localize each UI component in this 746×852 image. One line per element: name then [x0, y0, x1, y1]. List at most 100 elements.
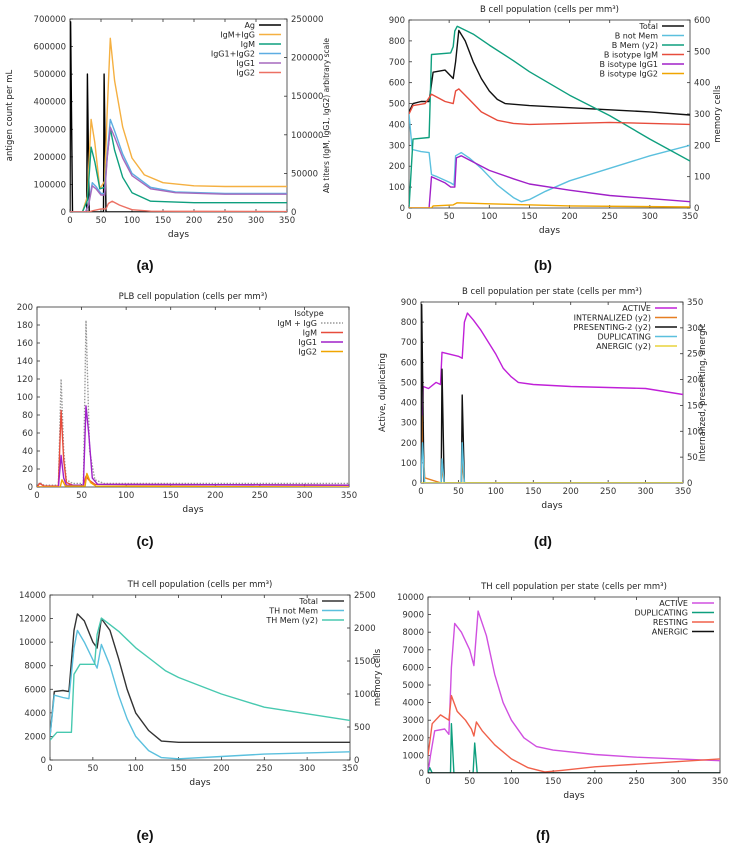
y-tick-label: 12000 [19, 615, 46, 625]
x-tick-label: 350 [682, 212, 698, 222]
panel-label-f: (f) [536, 827, 550, 843]
y-tick-label: 600000 [34, 43, 66, 53]
y2-tick-label: 2000 [354, 624, 376, 634]
legend-label: IgM + IgG [277, 319, 317, 328]
x-tick-label: 200 [207, 491, 223, 501]
legend-label: Ag [244, 21, 255, 30]
x-tick-label: 250 [217, 216, 233, 226]
y-tick-label: 900 [389, 16, 405, 26]
panel-label-e: (e) [136, 827, 154, 843]
x-tick-label: 250 [256, 764, 272, 774]
legend-label: IgG2 [298, 348, 317, 357]
chart-plb-cell-population: PLB cell population (cells per mm³) 0 50 10… [0, 282, 370, 522]
chart-svg: PLB cell population (cells per mm³) 0 50 10… [17, 292, 357, 515]
x-tick-label: 0 [418, 487, 423, 497]
y-axis-label: antigen count per mL [5, 69, 15, 161]
legend-label: RESTING [653, 618, 688, 627]
series-line-duplicating [428, 723, 720, 773]
y2-tick-label: 0 [687, 479, 692, 489]
y-tick-label: 200 [389, 162, 405, 172]
y-tick-label: 3000 [402, 716, 424, 726]
y2-tick-label: 100 [694, 173, 710, 183]
legend-label: IgG1 [298, 338, 317, 347]
y-tick-label: 700 [401, 338, 417, 348]
series-line-th-mem-y2 [50, 617, 350, 741]
legend-label: B isotype IgG1 [600, 60, 658, 69]
chart-title: B cell population (cells per mm³) [480, 5, 619, 15]
series-line-active [421, 312, 683, 483]
series-line-active [428, 610, 720, 773]
y-tick-label: 2000 [402, 734, 424, 744]
y-tick-label: 60 [22, 429, 33, 439]
y-tick-label: 10000 [397, 593, 424, 603]
legend-label: DUPLICATING [634, 609, 688, 618]
x-tick-label: 0 [406, 212, 411, 222]
x-tick-label: 150 [170, 764, 186, 774]
panel-label-c: (c) [136, 533, 154, 549]
x-axis-label: days [539, 226, 561, 236]
y-tick-label: 0 [412, 479, 417, 489]
y-tick-label: 140 [17, 357, 33, 367]
y-tick-label: 200 [17, 303, 33, 313]
y-tick-label: 400 [401, 399, 417, 409]
y2-tick-label: 50000 [291, 169, 318, 179]
series-line-igm-igg [70, 37, 287, 212]
x-tick-label: 50 [96, 216, 107, 226]
y-tick-label: 500 [389, 100, 405, 110]
y2-axis-label: memory cells [713, 85, 723, 143]
x-tick-label: 200 [186, 216, 202, 226]
panel-label-b: (b) [534, 257, 552, 273]
series-line-igg2 [37, 472, 349, 487]
y-tick-label: 700000 [34, 15, 66, 25]
y-tick-label: 300 [401, 419, 417, 429]
legend-label: TH not Mem [268, 607, 318, 616]
panel-label-d: (d) [534, 533, 552, 549]
plot-frame [49, 594, 351, 761]
y-tick-label: 600 [389, 79, 405, 89]
y-tick-label: 6000 [24, 685, 46, 695]
chart-title: B cell population per state (cells per m… [462, 287, 642, 297]
x-tick-label: 0 [425, 777, 430, 787]
y-tick-label: 500000 [34, 70, 66, 80]
series-line-resting [428, 694, 720, 773]
y2-tick-label: 600 [694, 16, 710, 26]
x-axis-label: days [189, 778, 211, 788]
y-tick-label: 0 [419, 769, 424, 779]
x-tick-label: 200 [561, 212, 577, 222]
series-line-b-isotype-igm [409, 88, 690, 126]
y-axis-label: Active, duplicating [378, 353, 388, 432]
legend-label: DUPLICATING [597, 333, 651, 342]
x-tick-label: 150 [155, 216, 171, 226]
y-tick-label: 600 [401, 358, 417, 368]
x-tick-label: 350 [342, 764, 358, 774]
y-tick-label: 14000 [19, 591, 46, 601]
y-tick-label: 100000 [34, 180, 66, 190]
x-tick-label: 50 [444, 212, 455, 222]
series-line-igm [70, 127, 287, 212]
series-line-b-isotype-igg2 [409, 202, 690, 208]
legend-label: B Mem (y2) [612, 41, 658, 50]
y-tick-label: 400000 [34, 98, 66, 108]
chart-th-cell-per-state: TH cell population per state (cells per … [370, 572, 746, 822]
y-tick-label: 100 [401, 459, 417, 469]
series-line-igm-igg [37, 319, 349, 487]
y-tick-label: 1000 [402, 751, 424, 761]
y2-tick-label: 150 [687, 401, 703, 411]
legend-label: Total [298, 597, 318, 606]
y2-tick-label: 100000 [291, 131, 323, 141]
y-tick-label: 8000 [402, 628, 424, 638]
y-tick-label: 500 [401, 378, 417, 388]
legend-label: ANERGIC (y2) [596, 342, 651, 351]
x-tick-label: 300 [670, 777, 686, 787]
y-tick-label: 0 [28, 483, 33, 493]
y2-tick-label: 50 [687, 453, 698, 463]
y2-tick-label: 500 [354, 723, 370, 733]
y2-tick-label: 100 [687, 427, 703, 437]
x-tick-label: 100 [488, 487, 504, 497]
x-tick-label: 200 [213, 764, 229, 774]
y2-tick-label: 2500 [354, 591, 376, 601]
y2-tick-label: 1500 [354, 657, 376, 667]
legend-label: B isotype IgM [604, 51, 658, 60]
chart-svg: B cell population (cells per mm³) 0 50 100 1… [389, 5, 723, 236]
x-tick-label: 0 [67, 216, 72, 226]
